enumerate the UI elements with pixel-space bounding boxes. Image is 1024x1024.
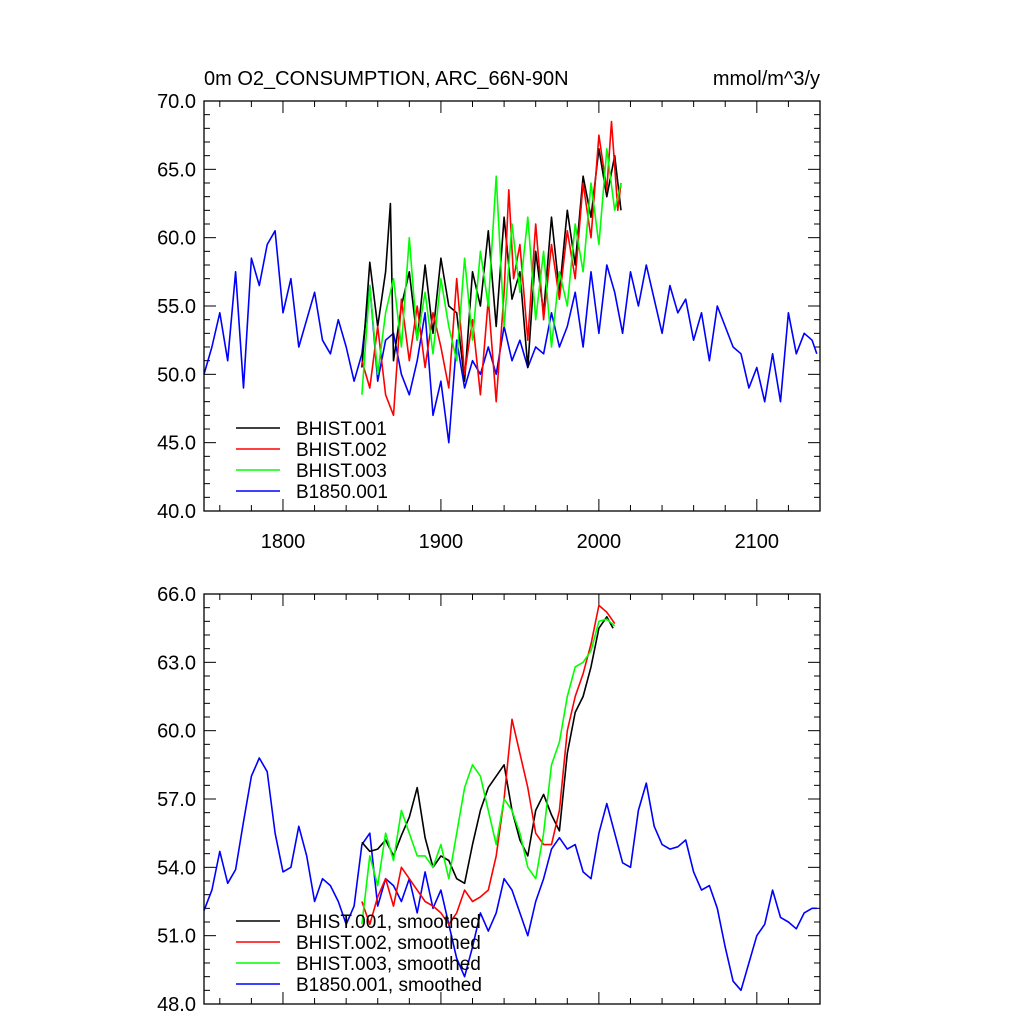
y-tick-label: 57.0 [157,789,196,811]
chart-title: 0m O2_CONSUMPTION, ARC_66N-90N [204,68,569,90]
y-tick-label: 55.0 [157,296,196,318]
y-tick-label: 63.0 [157,652,196,674]
y-tick-label: 40.0 [157,501,196,523]
series-line-bhist-003 [361,148,622,395]
series-line-b1850-001 [203,757,817,992]
legend-label: BHIST.003, smoothed [296,954,481,975]
legend-label: BHIST.003 [296,461,387,482]
x-tick-label: 2100 [735,531,780,553]
y-tick-label: 70.0 [157,91,196,113]
series-line-bhist-003 [361,618,616,925]
y-tick-label: 66.0 [157,584,196,606]
legend-label: BHIST.002 [296,440,387,461]
bottom-panel: 48.0 51.0 54.0 57.0 60.0 63.0 66.0 BHIST.001, … [157,584,821,1016]
top-axes: 40.0 45.0 50.0 55.0 60.0 65.0 70.0 1800 1900 2000… [157,91,821,553]
y-tick-label: 51.0 [157,926,196,948]
y-tick-label: 50.0 [157,364,196,386]
legend-label: B1850.001, smoothed [296,975,482,996]
series-line-bhist-002 [361,604,616,926]
bottom-series-lines [203,604,817,992]
y-tick-label: 65.0 [157,159,196,181]
y-tick-label: 45.0 [157,433,196,455]
series-line-bhist-001 [361,615,614,885]
legend-label: BHIST.001 [296,419,387,440]
x-tick-label: 2000 [577,531,622,553]
bottom-axes: 48.0 51.0 54.0 57.0 60.0 63.0 66.0 [157,584,821,1016]
legend-label: BHIST.002, smoothed [296,933,481,954]
x-tick-label: 1800 [261,531,306,553]
units-label: mmol/m^3/y [713,68,820,90]
y-tick-label: 60.0 [157,721,196,743]
legend-label: BHIST.001, smoothed [296,912,481,933]
y-tick-label: 48.0 [157,994,196,1016]
series-line-b1850-001 [203,230,818,444]
y-tick-label: 54.0 [157,857,196,879]
top-plot-frame [203,100,821,512]
series-line-bhist-002 [361,120,622,417]
x-tick-label: 1900 [419,531,464,553]
bottom-plot-frame [203,593,821,1005]
top-panel: 0m O2_CONSUMPTION, ARC_66N-90N mmol/m^3/… [157,68,821,553]
y-tick-label: 60.0 [157,228,196,250]
legend-label: B1850.001 [296,482,388,503]
top-series-lines [203,120,818,444]
